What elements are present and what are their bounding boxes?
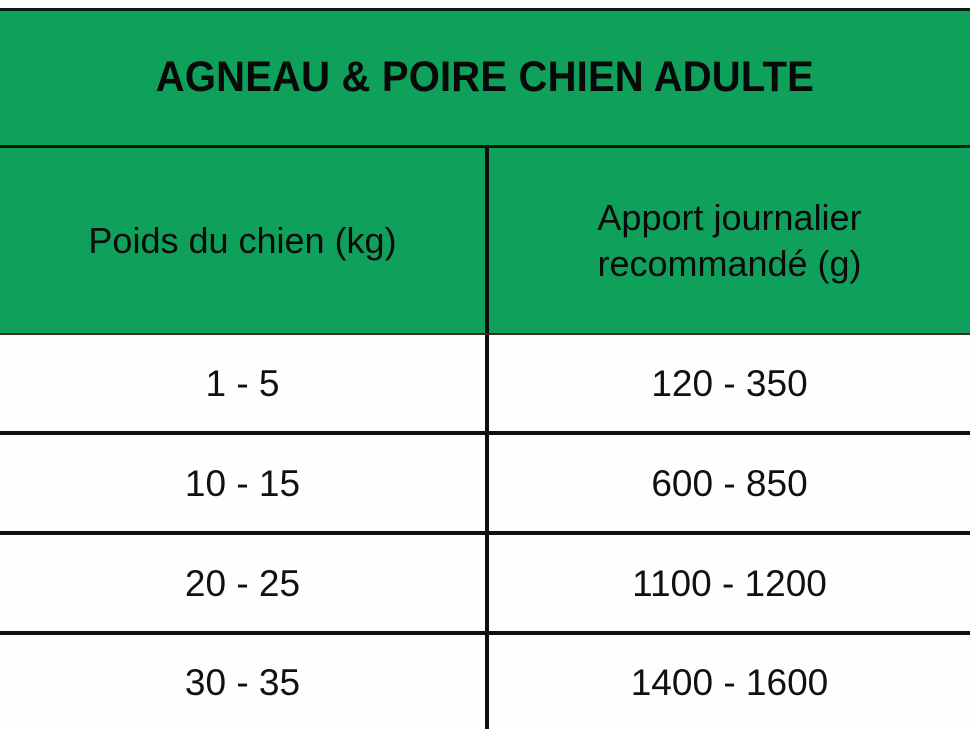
column-header-intake: Apport journalier recommandé (g) xyxy=(485,148,970,333)
table-row: 30 - 35 1400 - 1600 xyxy=(0,635,970,729)
table-title-row: AGNEAU & POIRE CHIEN ADULTE xyxy=(0,8,970,148)
column-header-weight: Poids du chien (kg) xyxy=(0,148,485,333)
page-title: AGNEAU & POIRE CHIEN ADULTE xyxy=(155,53,815,102)
cell-weight: 1 - 5 xyxy=(205,362,280,404)
cell-weight: 10 - 15 xyxy=(184,462,301,504)
table-body: 1 - 5 120 - 350 10 - 15 600 - 850 20 - 2… xyxy=(0,335,970,729)
cell-intake: 600 - 850 xyxy=(485,435,970,531)
column-header-intake-label: Apport journalier recommandé (g) xyxy=(597,195,861,286)
cell-weight: 20 - 25 xyxy=(184,562,301,604)
table-top-margin xyxy=(0,0,970,8)
cell-intake: 1100 - 1200 xyxy=(485,535,970,631)
column-header-intake-line2: recommandé (g) xyxy=(597,242,862,284)
table-row: 10 - 15 600 - 850 xyxy=(0,435,970,535)
column-header-weight-label: Poids du chien (kg) xyxy=(88,219,397,261)
table-row: 1 - 5 120 - 350 xyxy=(0,335,970,435)
cell-intake: 1400 - 1600 xyxy=(485,635,970,729)
cell-intake: 120 - 350 xyxy=(485,335,970,431)
column-header-intake-line1: Apport journalier xyxy=(597,197,862,239)
table-header-row: Poids du chien (kg) Apport journalier re… xyxy=(0,148,970,335)
table-row: 20 - 25 1100 - 1200 xyxy=(0,535,970,635)
cell-weight: 30 - 35 xyxy=(184,661,301,703)
